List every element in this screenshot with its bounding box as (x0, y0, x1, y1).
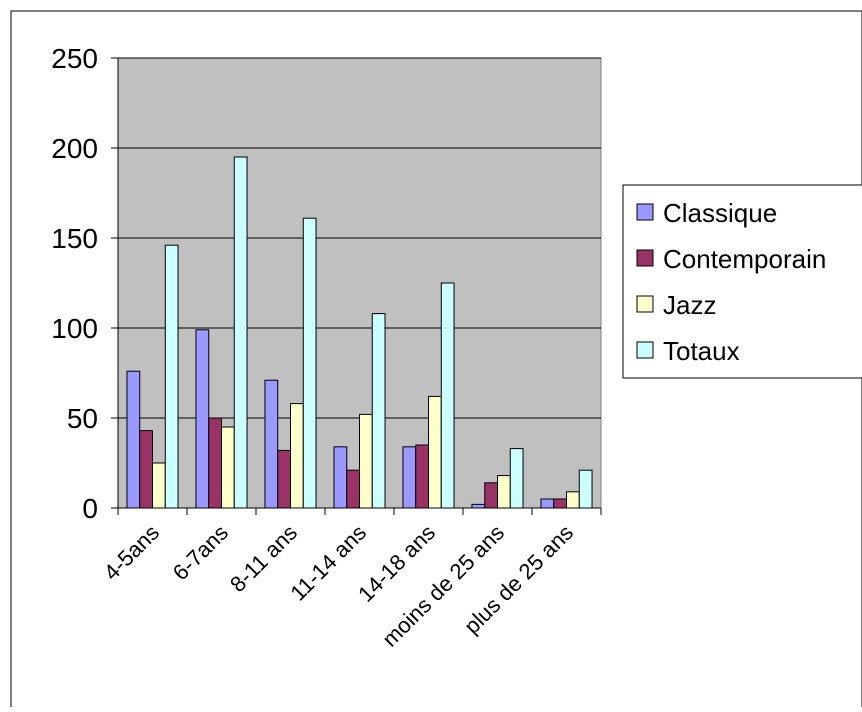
legend-box (622, 184, 862, 379)
y-tick-labels: 0 50 100 150 200 250 (51, 43, 98, 524)
bar-contemporain-moins-de-25-ans (484, 482, 498, 509)
bar-jazz-11-14-ans (359, 413, 373, 509)
bar-contemporain-14-18-ans (415, 444, 429, 509)
bars (126, 156, 593, 509)
legend: Classique Contemporain Jazz Totaux (622, 184, 862, 379)
legend-swatch-classique (636, 203, 654, 221)
y-tick-label-0: 0 (82, 493, 98, 524)
bar-jazz-plus-de-25-ans (566, 491, 580, 509)
legend-label-contemporain: Contemporain (663, 244, 826, 274)
legend-swatch-totaux (636, 341, 654, 359)
bar-totaux-14-18-ans (440, 282, 455, 509)
y-tick-label-150: 150 (51, 223, 98, 254)
bar-contemporain-plus-de-25-ans (553, 498, 567, 509)
bar-contemporain-8-11-ans (277, 449, 291, 509)
bar-jazz-14-18-ans (428, 395, 442, 509)
bar-classique-11-14-ans (333, 446, 348, 509)
bar-totaux-8-11-ans (302, 217, 317, 509)
bar-classique-8-11-ans (264, 379, 279, 509)
legend-swatch-jazz (636, 295, 654, 313)
y-tick-label-200: 200 (51, 133, 98, 164)
bar-jazz-8-11-ans (290, 403, 304, 509)
bar-jazz-6-7ans (221, 426, 235, 509)
legend-swatch-contemporain (636, 249, 654, 267)
bar-classique-plus-de-25-ans (540, 498, 555, 509)
bar-classique-moins-de-25-ans (471, 503, 486, 509)
y-tick-label-250: 250 (51, 43, 98, 74)
bar-totaux-moins-de-25-ans (509, 448, 524, 509)
bar-contemporain-11-14-ans (346, 469, 360, 509)
bar-jazz-moins-de-25-ans (497, 475, 511, 509)
bar-totaux-6-7ans (233, 156, 248, 509)
bar-jazz-4-5ans (152, 462, 166, 509)
bar-totaux-plus-de-25-ans (578, 469, 593, 509)
bar-contemporain-4-5ans (139, 430, 154, 509)
y-tick-label-50: 50 (67, 403, 98, 434)
legend-label-totaux: Totaux (663, 336, 740, 366)
bar-classique-6-7ans (195, 329, 210, 509)
bar-totaux-4-5ans (164, 244, 179, 509)
bar-classique-14-18-ans (402, 446, 417, 509)
bar-contemporain-6-7ans (208, 417, 223, 509)
legend-label-classique: Classique (663, 198, 777, 228)
legend-label-jazz: Jazz (663, 290, 716, 320)
bar-classique-4-5ans (126, 370, 141, 509)
axes (111, 57, 602, 515)
y-tick-label-100: 100 (51, 313, 98, 344)
bar-totaux-11-14-ans (371, 313, 386, 509)
